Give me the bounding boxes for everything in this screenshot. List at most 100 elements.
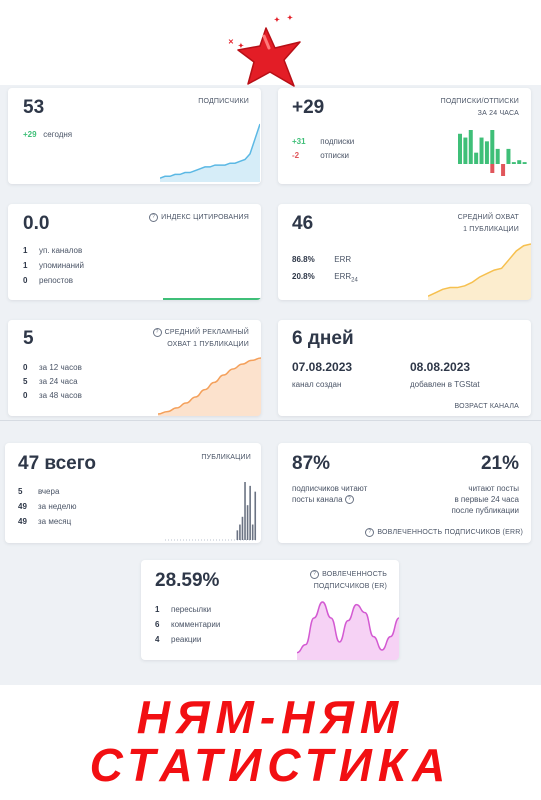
row-count: 49	[18, 502, 27, 511]
list-item: 49 за неделю	[18, 502, 77, 511]
chart-bar	[495, 148, 500, 164]
section-divider	[0, 420, 541, 421]
engagement-right-line1: читают посты	[468, 484, 519, 493]
avg-reach-caption-line2: 1 ПУБЛИКАЦИИ	[463, 226, 519, 233]
avg-reach-caption: СРЕДНИЙ ОХВАТ 1 ПУБЛИКАЦИИ	[458, 212, 519, 236]
added-label: добавлен в TGStat	[410, 380, 480, 389]
publications-chart	[165, 482, 257, 541]
chart-bar	[522, 162, 527, 164]
chart-bar	[474, 152, 479, 164]
subs-24h-card[interactable]: +29 ПОДПИСКИ/ОТПИСКИ ЗА 24 ЧАСА +31 подп…	[278, 88, 531, 184]
ad-reach-caption: ? СРЕДНИЙ РЕКЛАМНЫЙ ОХВАТ 1 ПУБЛИКАЦИИ	[152, 327, 249, 351]
ad-reach-card[interactable]: 5 ? СРЕДНИЙ РЕКЛАМНЫЙ ОХВАТ 1 ПУБЛИКАЦИИ …	[8, 320, 261, 416]
unsubscribed-row: -2 отписки	[292, 151, 349, 160]
row-label: комментарии	[171, 620, 221, 629]
err24-value: 20.8%	[292, 272, 315, 281]
chart-bar	[241, 516, 244, 540]
engagement-left-line2: посты канала	[292, 495, 343, 504]
err-row: 86.8% ERR	[292, 255, 351, 264]
list-item: 1 уп. каналов	[23, 246, 82, 255]
channel-age-value: 6 дней	[292, 328, 354, 349]
row-count: 49	[18, 517, 27, 526]
list-item: 6 комментарии	[155, 620, 220, 629]
banner-line1: НЯМ-НЯМ	[136, 691, 405, 743]
row-count: 0	[23, 276, 28, 285]
info-icon: ?	[149, 212, 159, 222]
engagement-caption-text: ВОВЛЕЧЕННОСТЬ ПОДПИСЧИКОВ (ERR)	[377, 529, 523, 536]
chart-bar	[249, 485, 251, 540]
citation-caption: ? ИНДЕКС ЦИТИРОВАНИЯ	[149, 212, 249, 224]
avg-reach-value: 46	[292, 213, 314, 234]
list-item: 0 за 48 часов	[23, 391, 82, 400]
err24-subscript: 24	[351, 277, 358, 284]
ad-reach-caption-line1: ? СРЕДНИЙ РЕКЛАМНЫЙ	[152, 327, 249, 339]
engagement-card[interactable]: 87% подписчиков читают посты канала ? 21…	[278, 443, 531, 543]
er-card[interactable]: 28.59% ? ВОВЛЕЧЕННОСТЬ ПОДПИСЧИКОВ (ER) 1…	[141, 560, 399, 660]
citation-card[interactable]: 0.0 ? ИНДЕКС ЦИТИРОВАНИЯ 1 уп. каналов 1 уп…	[8, 204, 261, 300]
list-item: 0 за 12 часов	[23, 363, 82, 372]
err24-row: 20.8% ERR24	[292, 272, 358, 284]
engagement-left-value: 87%	[292, 453, 331, 474]
subs-24h-chart	[458, 130, 527, 176]
chart-bar	[506, 148, 511, 164]
list-item: 5 за 24 часа	[23, 377, 78, 386]
subscribed-label: подписки	[320, 137, 355, 146]
chart-line	[158, 357, 261, 415]
avg-reach-card[interactable]: 46 СРЕДНИЙ ОХВАТ 1 ПУБЛИКАЦИИ 86.8% ERR …	[278, 204, 531, 300]
row-label: за 12 часов	[39, 363, 82, 372]
engagement-left-line1: подписчиков читают	[292, 484, 368, 493]
chart-bar	[490, 130, 495, 164]
ad-reach-value: 5	[23, 328, 34, 349]
row-label: репостов	[39, 276, 73, 285]
err-value: 86.8%	[292, 255, 315, 264]
row-label: уп. каналов	[39, 246, 83, 255]
sparkle-icon: ✦	[274, 17, 280, 24]
chart-line	[428, 243, 531, 297]
chart-bar	[517, 160, 522, 164]
chart-line	[297, 601, 399, 654]
row-label: упоминаний	[39, 261, 84, 270]
er-chart	[297, 601, 399, 660]
er-caption-line1: ? ВОВЛЕЧЕННОСТЬ	[310, 569, 387, 581]
row-count: 1	[23, 261, 28, 270]
sparkle-icon: ✦	[238, 43, 244, 50]
row-count: 6	[155, 620, 160, 629]
chart-bar	[458, 133, 462, 164]
chart-area	[297, 602, 399, 660]
chart-bar	[479, 137, 484, 164]
chart-bar	[511, 162, 516, 164]
publications-card[interactable]: 47 всего ПУБЛИКАЦИИ 5 вчера 49 за неделю 4…	[5, 443, 261, 543]
row-label: пересылки	[171, 605, 212, 614]
engagement-right-line2: в первые 24 часа	[454, 495, 519, 504]
engagement-right-value: 21%	[480, 453, 519, 474]
citation-baseline	[163, 298, 261, 300]
subscribers-card[interactable]: 53 ПОДПИСЧИКИ +29 сегодня	[8, 88, 261, 184]
citation-caption-text: ИНДЕКС ЦИТИРОВАНИЯ	[161, 214, 249, 221]
channel-age-caption: ВОЗРАСТ КАНАЛА	[454, 403, 519, 410]
row-count: 1	[155, 605, 160, 614]
info-icon: ?	[365, 527, 375, 537]
subscribed-value: +31	[292, 137, 306, 146]
row-label: за 48 часов	[39, 391, 82, 400]
engagement-right-text: читают посты в первые 24 часа после публ…	[451, 483, 519, 516]
chart-bar	[236, 530, 239, 540]
row-count: 1	[23, 246, 28, 255]
list-item: 4 реакции	[155, 635, 201, 644]
created-label: канал создан	[292, 380, 342, 389]
list-item: 1 пересылки	[155, 605, 211, 614]
subscribers-chart	[160, 123, 260, 182]
row-count: 0	[23, 391, 28, 400]
engagement-right-line3: после публикации	[451, 506, 519, 515]
subs-24h-value: +29	[292, 97, 325, 118]
err-label: ERR	[334, 255, 352, 264]
channel-age-card[interactable]: 6 дней 07.08.2023 канал создан 08.08.202…	[278, 320, 531, 416]
subscribers-count: 53	[23, 97, 45, 118]
er-value: 28.59%	[155, 570, 220, 591]
chart-bar	[239, 524, 241, 540]
info-icon: ?	[344, 495, 354, 505]
chart-bar	[251, 524, 254, 540]
today-delta: +29	[23, 130, 37, 139]
subscribed-row: +31 подписки	[292, 137, 354, 146]
star-sticker-icon	[237, 27, 301, 87]
row-count: 4	[155, 635, 160, 644]
